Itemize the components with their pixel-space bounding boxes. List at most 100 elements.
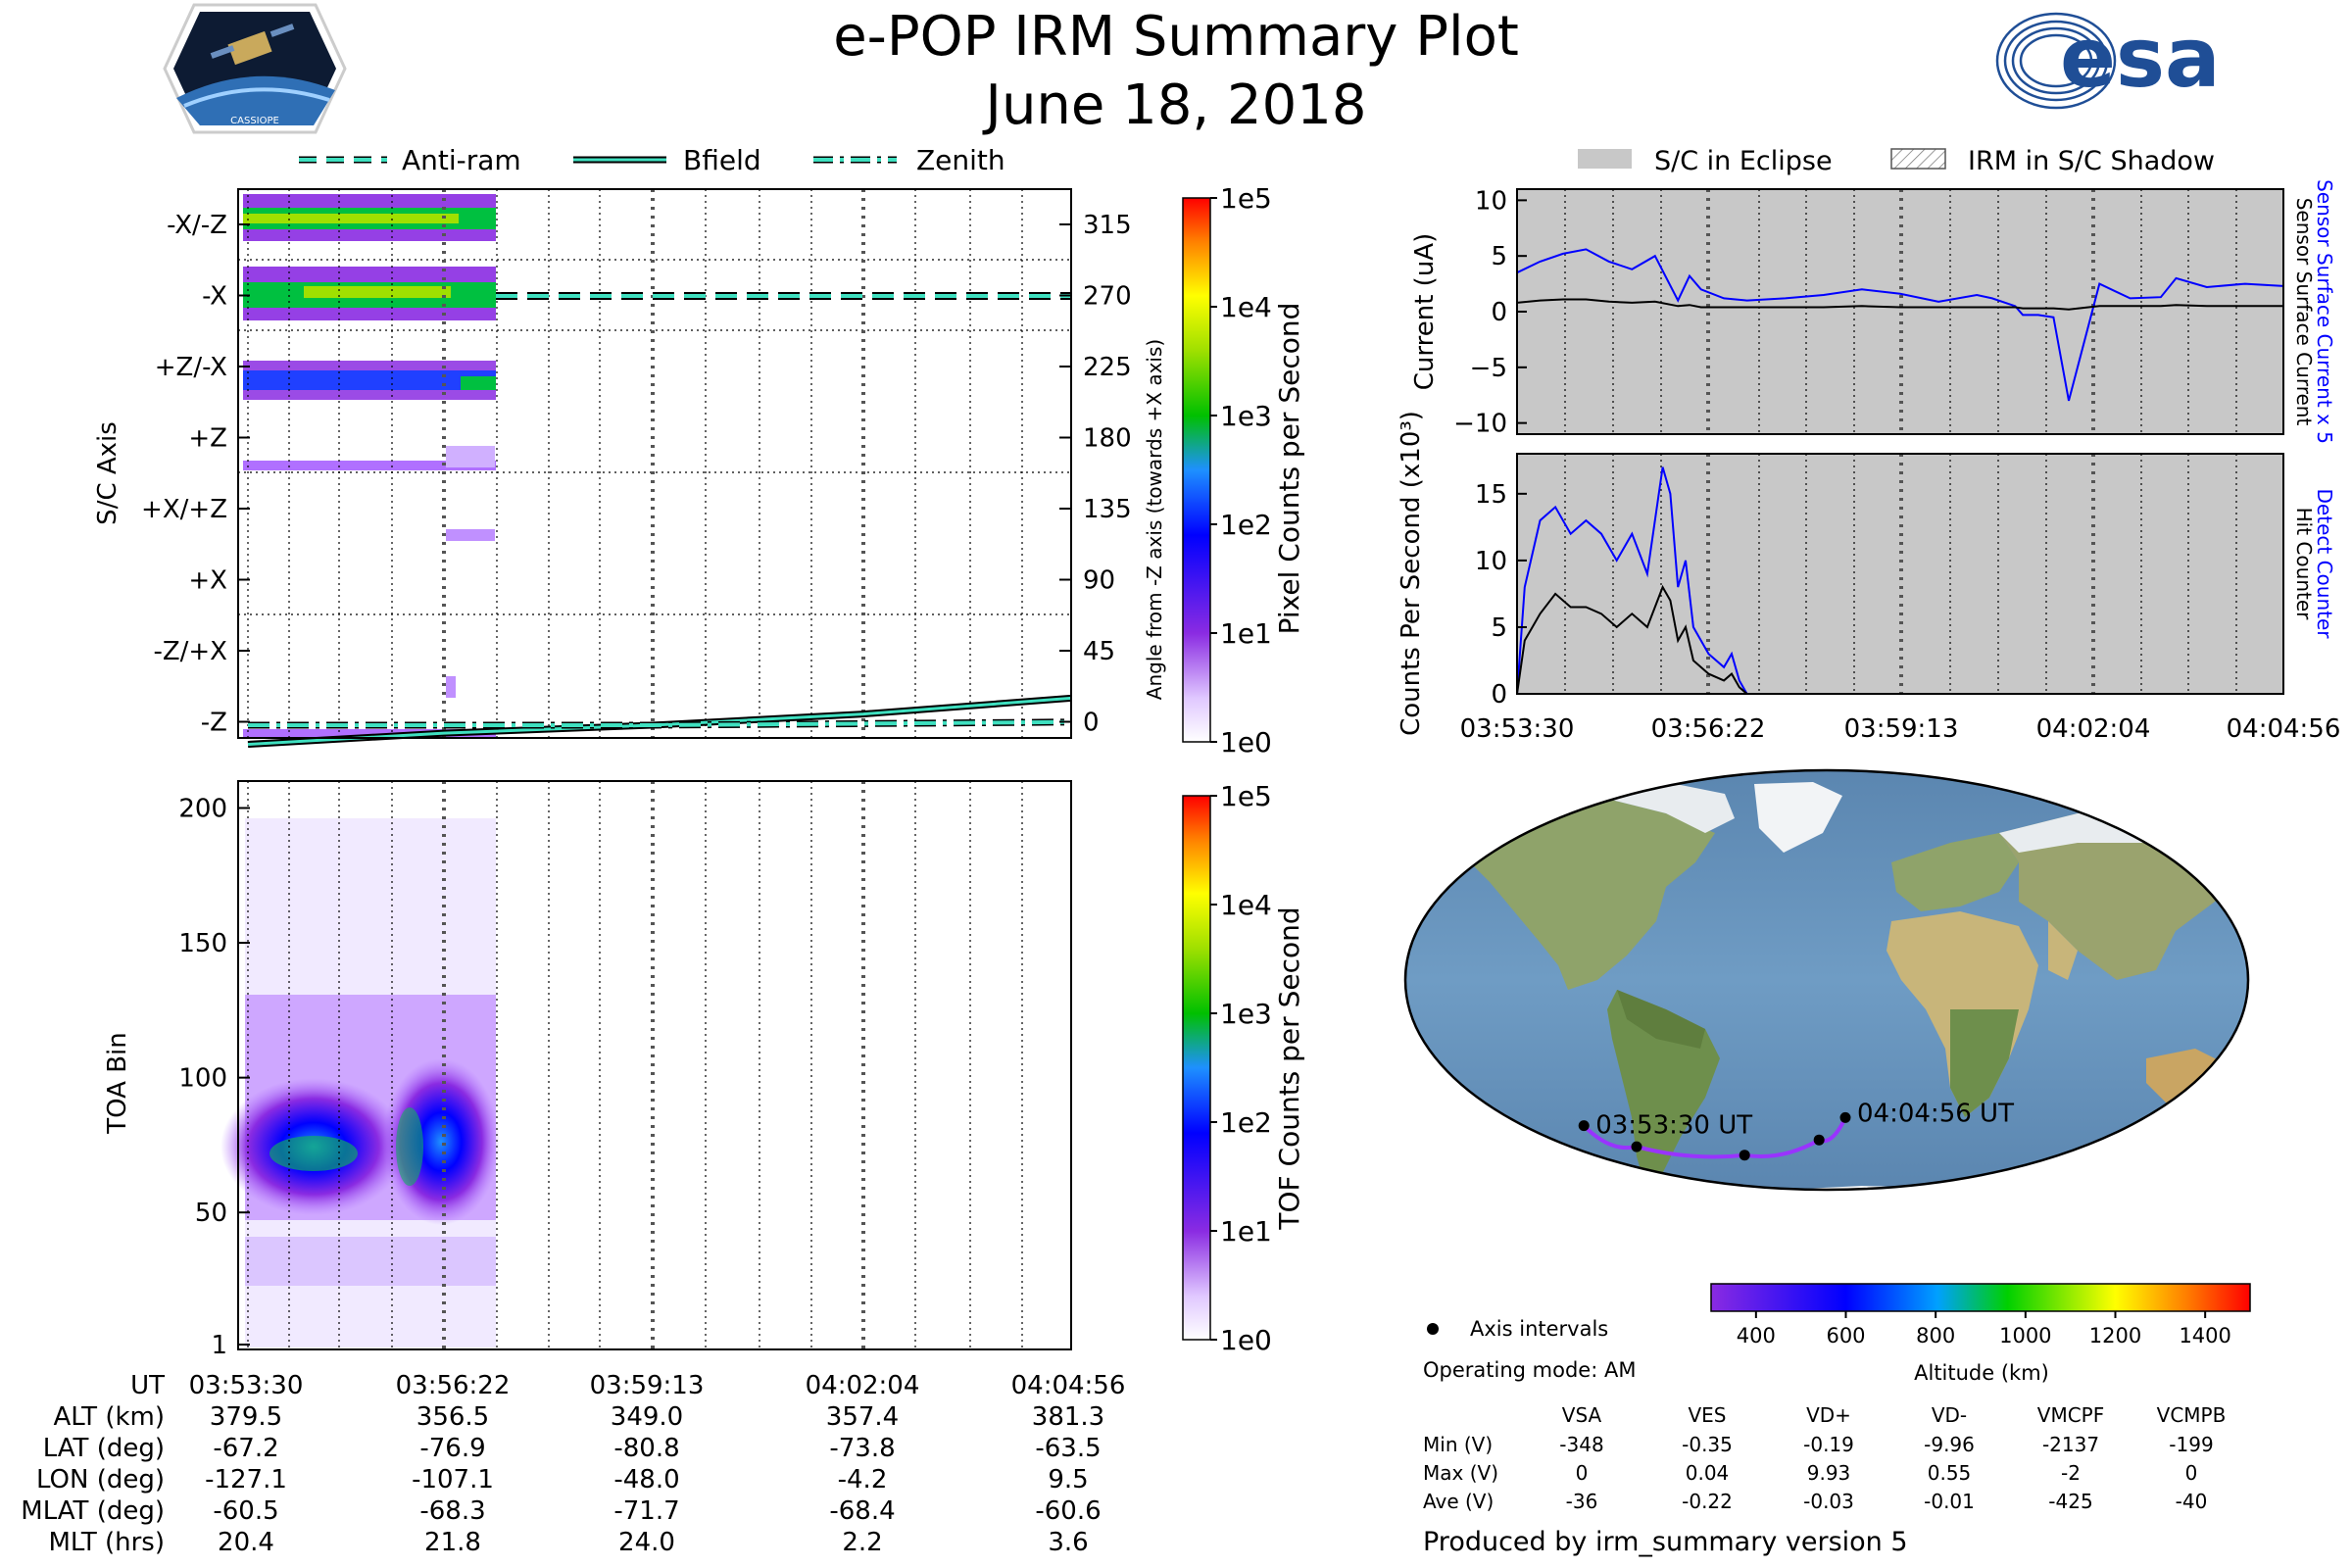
map-legend: Axis intervals Operating mode: AM: [1423, 1317, 1636, 1382]
sc-axis-category-tick: -X: [202, 282, 227, 312]
detect-counter-label: Detect Counter: [2313, 489, 2336, 640]
right-legend: S/C in Eclipse IRM in S/C Shadow: [1578, 146, 2215, 176]
altitude-colorbar: 400 600 800 1000 1200 1400 Altitude (km): [1710, 1283, 2251, 1385]
footer-cell: -67.2: [213, 1434, 278, 1463]
footer-cell: 9.5: [1048, 1465, 1088, 1494]
footer-cell: -60.6: [1035, 1496, 1101, 1526]
legend-eclipse: S/C in Eclipse: [1654, 146, 1833, 176]
altitude-colorbar-tick: 600: [1826, 1324, 1865, 1348]
footer-cell: 04:02:04: [806, 1371, 920, 1400]
current-panel: 10 5 0 −5 −10 Current (uA) Sensor Surface Cu…: [1410, 179, 2336, 444]
tof-colorbar-label: TOF Counts per Second: [1273, 906, 1305, 1230]
voltage-cell: 0: [2185, 1461, 2198, 1485]
sc-axis-spectrogram-data: [243, 194, 496, 737]
orbit-interval-dot: [1813, 1134, 1825, 1146]
voltage-cell: -0.01: [1924, 1490, 1975, 1513]
hit-counter-label: Hit Counter: [2292, 508, 2316, 620]
counts-x-tick: 03:53:30: [1460, 714, 1575, 744]
voltage-cell: 0: [1576, 1461, 1589, 1485]
orbit-end-label: 04:04:56 UT: [1857, 1099, 2014, 1128]
surface-current-label: Sensor Surface Current: [2292, 198, 2316, 426]
orbit-interval-dot: [1631, 1141, 1642, 1152]
footer-cell: 24.0: [618, 1528, 675, 1557]
footer-row-header: MLT (hrs): [49, 1528, 166, 1557]
current-y-tick: 5: [1491, 242, 1507, 271]
tof-colorbar: 1e0 1e1 1e2 1e3 1e4 1e5 TOF Counts per Second: [1182, 780, 1305, 1356]
colorbar-tick: 1e0: [1220, 726, 1272, 759]
voltage-cell: -36: [1566, 1490, 1598, 1513]
voltage-header: VD-: [1932, 1403, 1967, 1427]
voltage-cell: -2: [2061, 1461, 2081, 1485]
sc-axis-category-labels: -X/-Z -X +Z/-X +Z +X/+Z +X -Z/+X -Z: [141, 211, 250, 738]
sc-axis-panel: -X/-Z -X +Z/-X +Z +X/+Z +X -Z/+X -Z 315 270 225 18…: [93, 188, 1166, 748]
sc-angle-tick: 270: [1083, 282, 1132, 312]
toa-y-tick: 100: [178, 1064, 227, 1094]
counts-x-tick: 04:02:04: [2036, 714, 2151, 744]
sc-axis-angle-labels: 315 270 225 180 135 90 45 0: [1059, 211, 1132, 738]
current-y-tick: 0: [1491, 298, 1507, 327]
voltage-cell: -425: [2048, 1490, 2092, 1513]
sc-axis-category-tick: +X: [188, 566, 227, 596]
altitude-colorbar-tick: 1400: [2179, 1324, 2230, 1348]
voltage-cell: -2137: [2042, 1433, 2099, 1456]
orbit-interval-dot: [1739, 1150, 1750, 1161]
footer-cell: -68.4: [829, 1496, 895, 1526]
footer-row-header: LAT (deg): [43, 1434, 165, 1463]
footer-cell: -4.2: [838, 1465, 888, 1494]
operating-mode-label: Operating mode: AM: [1423, 1358, 1636, 1382]
counts-y-tick: 15: [1475, 480, 1507, 510]
hit-counter-line: [1516, 584, 2283, 695]
tof-colorbar-ticks: 1e0 1e1 1e2 1e3 1e4 1e5: [1210, 780, 1272, 1356]
voltage-header: VES: [1688, 1403, 1726, 1427]
toa-y-tick: 200: [178, 795, 227, 824]
page-title: e-POP IRM Summary Plot: [833, 5, 1519, 69]
current-y-tick: −5: [1470, 354, 1507, 383]
toa-spectrogram-data: [220, 818, 500, 1348]
voltage-header: VMCPF: [2037, 1403, 2104, 1427]
footer-cell: -71.7: [613, 1496, 679, 1526]
voltage-header: VCMPB: [2157, 1403, 2227, 1427]
voltage-cell: 0.04: [1686, 1461, 1730, 1485]
orbit-interval-dot: [1578, 1120, 1590, 1132]
voltage-header: VD+: [1806, 1403, 1851, 1427]
sc-axis-category-tick: -X/-Z: [167, 211, 227, 240]
footer-cell: 349.0: [611, 1402, 683, 1432]
counts-x-tick: 03:59:13: [1844, 714, 1959, 744]
sc-angle-tick: 90: [1083, 566, 1115, 596]
current-ylabel: Current (uA): [1410, 233, 1440, 390]
counts-y-tick: 10: [1475, 547, 1507, 576]
counts-panel: 15 10 5 0 Counts Per Second (x10³) Detect C…: [1396, 411, 2340, 744]
voltage-cell: 9.93: [1807, 1461, 1851, 1485]
legend-anti-ram: Anti-ram: [402, 144, 521, 176]
counts-y-tick: 5: [1491, 613, 1507, 643]
axis-intervals-label: Axis intervals: [1470, 1317, 1608, 1341]
sc-angle-tick: 315: [1083, 211, 1132, 240]
footer-cell: 357.4: [826, 1402, 899, 1432]
footer-cell: 2.2: [842, 1528, 882, 1557]
colorbar-tick: 1e4: [1220, 291, 1272, 323]
voltage-row-label: Ave (V): [1423, 1490, 1494, 1513]
pixel-colorbar-ticks: 1e0 1e1 1e2 1e3 1e4 1e5: [1210, 182, 1272, 759]
colorbar-tick: 1e2: [1220, 1106, 1272, 1139]
top-legend: Anti-ram Bfield Zenith: [299, 144, 1005, 176]
toa-ylabel: TOA Bin: [103, 1032, 132, 1134]
footer-cell: 356.5: [416, 1402, 489, 1432]
pixel-colorbar: 1e0 1e1 1e2 1e3 1e4 1e5 Pixel Counts per Seco…: [1182, 182, 1305, 759]
voltage-cell: -199: [2169, 1433, 2213, 1456]
altitude-colorbar-ticks: 400 600 800 1000 1200 1400: [1737, 1311, 2231, 1348]
colorbar-tick: 1e5: [1220, 780, 1272, 812]
cassiope-logo: CASSIOPE: [163, 3, 347, 134]
footer-cell: -127.1: [205, 1465, 287, 1494]
footer-row-header: ALT (km): [53, 1402, 165, 1432]
footer-cell: -107.1: [412, 1465, 494, 1494]
legend-zenith: Zenith: [916, 144, 1005, 176]
voltage-cell: 0.55: [1928, 1461, 1972, 1485]
sensor-current-label: Sensor Surface Current x 5: [2313, 179, 2336, 444]
pixel-colorbar-label: Pixel Counts per Second: [1273, 303, 1305, 635]
sc-angle-tick: 0: [1083, 709, 1100, 738]
colorbar-tick: 1e4: [1220, 889, 1272, 921]
zenith-series-line-core: [248, 719, 1072, 727]
footer-row-header: LON (deg): [36, 1465, 165, 1494]
